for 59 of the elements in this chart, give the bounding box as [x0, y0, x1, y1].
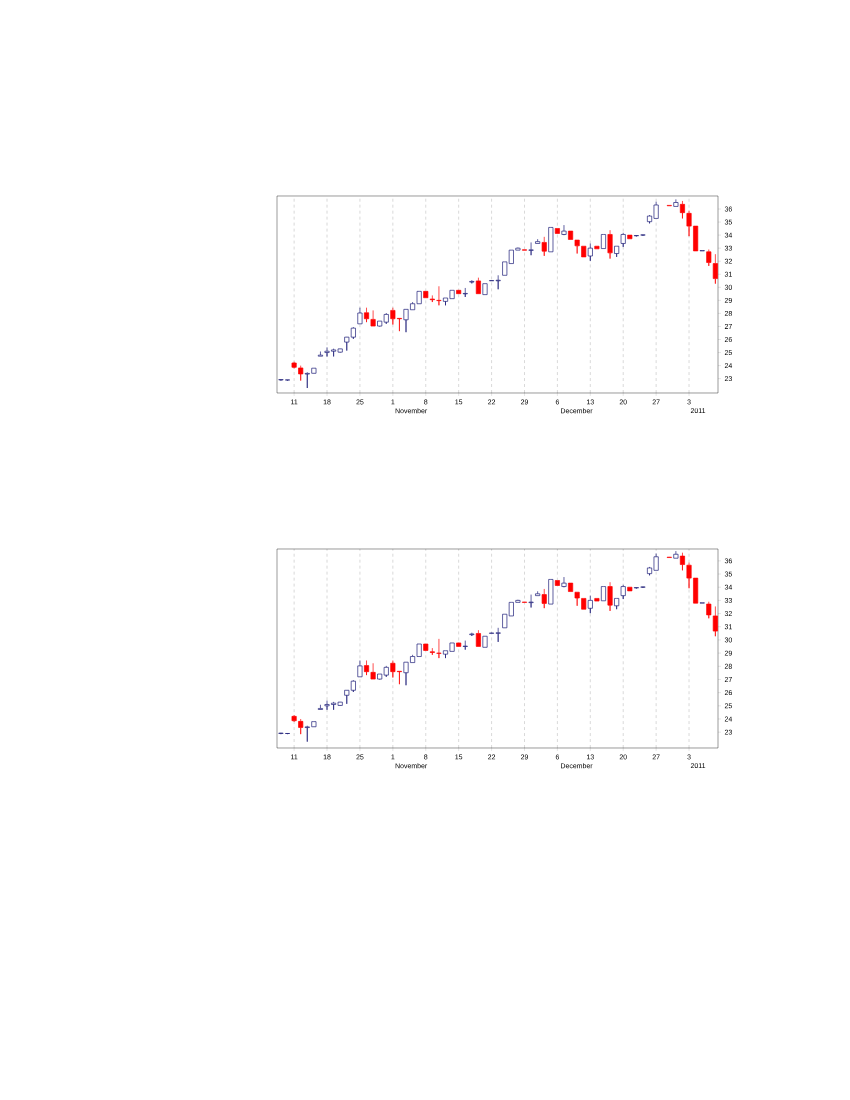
candlestick [568, 582, 574, 592]
candlestick [673, 199, 679, 207]
candlestick [364, 307, 370, 323]
candlestick [673, 550, 679, 559]
candlestick [357, 660, 363, 678]
candlestick [607, 581, 613, 612]
candlestick [712, 253, 718, 285]
candlestick [548, 227, 554, 253]
candlestick [614, 245, 620, 258]
candlestick [462, 287, 468, 298]
candlestick [554, 580, 560, 586]
candlestick [706, 249, 712, 267]
candlestick [429, 295, 435, 303]
candlestick [561, 224, 567, 236]
candlestick [541, 236, 547, 257]
candlestick [548, 579, 554, 605]
candlestick [456, 289, 462, 295]
candlestick [469, 279, 475, 284]
candlestick [528, 594, 534, 608]
candlestick [317, 351, 323, 357]
candlestick [679, 200, 685, 219]
candlestick [620, 232, 626, 248]
candlestick [581, 245, 587, 258]
candlestick [357, 307, 363, 325]
candlestick [475, 277, 481, 295]
candlestick [600, 586, 606, 602]
candlestick [482, 283, 488, 295]
candlestick [627, 234, 633, 240]
candlestick [561, 576, 567, 588]
candlestick [370, 662, 376, 680]
candlestick [600, 234, 606, 249]
candlestick [291, 714, 297, 722]
candlestick [554, 228, 560, 234]
candlestick [607, 229, 613, 259]
candlestick [423, 291, 429, 299]
candlestick [317, 704, 323, 710]
candlestick [535, 238, 541, 244]
candlestick [541, 588, 547, 609]
candlestick [679, 552, 685, 571]
candlestick [535, 590, 541, 596]
candlestick [587, 243, 593, 262]
candlestick [364, 660, 370, 676]
candlestick [482, 635, 488, 648]
candlestick [462, 640, 468, 651]
candlestick [627, 586, 633, 592]
candlestick [528, 242, 534, 256]
candlestick [666, 204, 672, 207]
candlestick [469, 632, 475, 637]
candlestick [436, 285, 442, 306]
candlestick [475, 629, 481, 647]
candlestick [594, 598, 600, 602]
candlestick [587, 595, 593, 614]
candlestick [620, 584, 626, 600]
candlestick [614, 598, 620, 610]
candlestick [298, 718, 304, 735]
candlestick [370, 310, 376, 327]
candlestick [456, 642, 462, 647]
candlestick [594, 245, 600, 250]
candlestick [423, 643, 429, 651]
